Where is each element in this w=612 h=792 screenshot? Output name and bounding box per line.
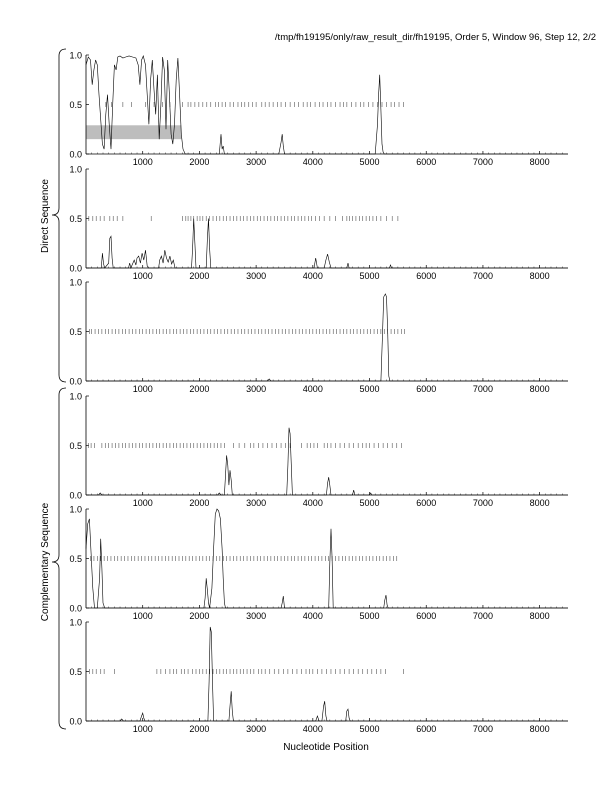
panel-1: 0.0 0.5 1.0 1000 2000 3000 4000 5000 6000 7000 800… <box>69 51 568 167</box>
series-line <box>86 293 568 382</box>
series-line <box>86 218 568 269</box>
y-tick-label: 1.0 <box>69 505 82 515</box>
x-tick-label: 6000 <box>416 384 436 394</box>
x-tick-label: 6000 <box>416 498 436 508</box>
x-tick-label: 4000 <box>303 724 323 734</box>
y-tick-label: 1.0 <box>69 165 82 175</box>
x-tick-label: 4000 <box>303 271 323 281</box>
bracket-complementary-sequence <box>51 387 67 730</box>
x-tick-label: 1000 <box>133 271 153 281</box>
x-tick-label: 4000 <box>303 384 323 394</box>
x-tick-label: 8000 <box>530 611 550 621</box>
x-tick-label: 8000 <box>530 271 550 281</box>
y-tick-label: 0.0 <box>69 717 82 727</box>
x-tick-label: 1000 <box>133 611 153 621</box>
x-tick-label: 7000 <box>473 498 493 508</box>
x-tick-label: 7000 <box>473 271 493 281</box>
y-tick-label: 1.0 <box>69 51 82 61</box>
group-brackets <box>51 48 67 730</box>
x-tick-label: 7000 <box>473 384 493 394</box>
series-line <box>85 55 568 155</box>
x-tick-label: 5000 <box>360 384 380 394</box>
x-tick-label: 3000 <box>246 724 266 734</box>
x-tick-label: 3000 <box>246 611 266 621</box>
chart-title: /tmp/fh19195/only/raw_result_dir/fh19195… <box>275 32 596 43</box>
series-line <box>86 626 568 722</box>
x-tick-label: 5000 <box>360 271 380 281</box>
x-tick-label: 3000 <box>246 271 266 281</box>
x-tick-label: 2000 <box>189 271 209 281</box>
panel-5: 0.0 0.5 1.0 1000 2000 3000 4000 5000 6000 7000 800… <box>69 505 568 621</box>
x-tick-label: 6000 <box>416 157 436 167</box>
y-tick-label: 0.0 <box>69 264 82 274</box>
y-tick-label: 1.0 <box>69 618 82 628</box>
highlight-region <box>86 125 182 140</box>
x-tick-label: 3000 <box>246 384 266 394</box>
y-tick-label: 0.5 <box>69 441 82 451</box>
y-tick-label: 0.0 <box>69 604 82 614</box>
y-tick-label: 1.0 <box>69 392 82 402</box>
y-tick-label: 0.0 <box>69 377 82 387</box>
y-tick-label: 0.5 <box>69 214 82 224</box>
x-tick-label: 7000 <box>473 724 493 734</box>
series-line <box>86 427 568 496</box>
x-tick-label: 8000 <box>530 157 550 167</box>
x-tick-label: 1000 <box>133 157 153 167</box>
x-axis-label: Nucleotide Position <box>283 742 369 753</box>
y-tick-label: 0.0 <box>69 150 82 160</box>
x-tick-label: 2000 <box>189 724 209 734</box>
x-tick-label: 2000 <box>189 157 209 167</box>
x-tick-label: 8000 <box>530 384 550 394</box>
x-tick-label: 1000 <box>133 384 153 394</box>
x-tick-label: 7000 <box>473 611 493 621</box>
x-tick-label: 2000 <box>189 498 209 508</box>
x-tick-label: 3000 <box>246 498 266 508</box>
group-label-complementary: Complementary Sequence <box>40 502 51 621</box>
x-tick-label: 4000 <box>303 498 323 508</box>
bracket-direct-sequence <box>51 48 67 383</box>
x-tick-label: 6000 <box>416 724 436 734</box>
x-tick-label: 7000 <box>473 157 493 167</box>
panel-2: 0.0 0.5 1.0 1000 2000 3000 4000 5000 6000 7000 800… <box>69 165 568 281</box>
y-tick-label: 0.5 <box>69 554 82 564</box>
x-tick-label: 3000 <box>246 157 266 167</box>
x-tick-label: 4000 <box>303 157 323 167</box>
x-tick-label: 8000 <box>530 724 550 734</box>
x-tick-label: 6000 <box>416 611 436 621</box>
y-tick-label: 0.5 <box>69 100 82 110</box>
panel-4: 0.0 0.5 1.0 1000 2000 3000 4000 5000 6000 7000 800… <box>69 392 568 508</box>
series-line <box>85 508 568 609</box>
x-tick-label: 2000 <box>189 611 209 621</box>
group-label-direct: Direct Sequence <box>40 179 51 253</box>
x-tick-label: 2000 <box>189 384 209 394</box>
x-tick-label: 1000 <box>133 498 153 508</box>
x-tick-label: 5000 <box>360 724 380 734</box>
x-tick-label: 5000 <box>360 498 380 508</box>
y-tick-label: 0.5 <box>69 667 82 677</box>
x-tick-label: 5000 <box>360 611 380 621</box>
y-tick-label: 1.0 <box>69 278 82 288</box>
x-tick-label: 4000 <box>303 611 323 621</box>
x-tick-label: 6000 <box>416 271 436 281</box>
panel-3: 0.0 0.5 1.0 1000 2000 3000 4000 5000 6000 7000 800… <box>69 278 568 394</box>
panel-6: 0.0 0.5 1.0 1000 2000 3000 4000 5000 6000 7000 800… <box>69 618 568 734</box>
y-tick-label: 0.5 <box>69 327 82 337</box>
plot-panels: 0.0 0.5 1.0 1000 2000 3000 4000 5000 6000 7000 800… <box>69 51 568 734</box>
x-tick-label: 5000 <box>360 157 380 167</box>
x-tick-label: 8000 <box>530 498 550 508</box>
y-tick-label: 0.0 <box>69 491 82 501</box>
x-tick-label: 1000 <box>133 724 153 734</box>
